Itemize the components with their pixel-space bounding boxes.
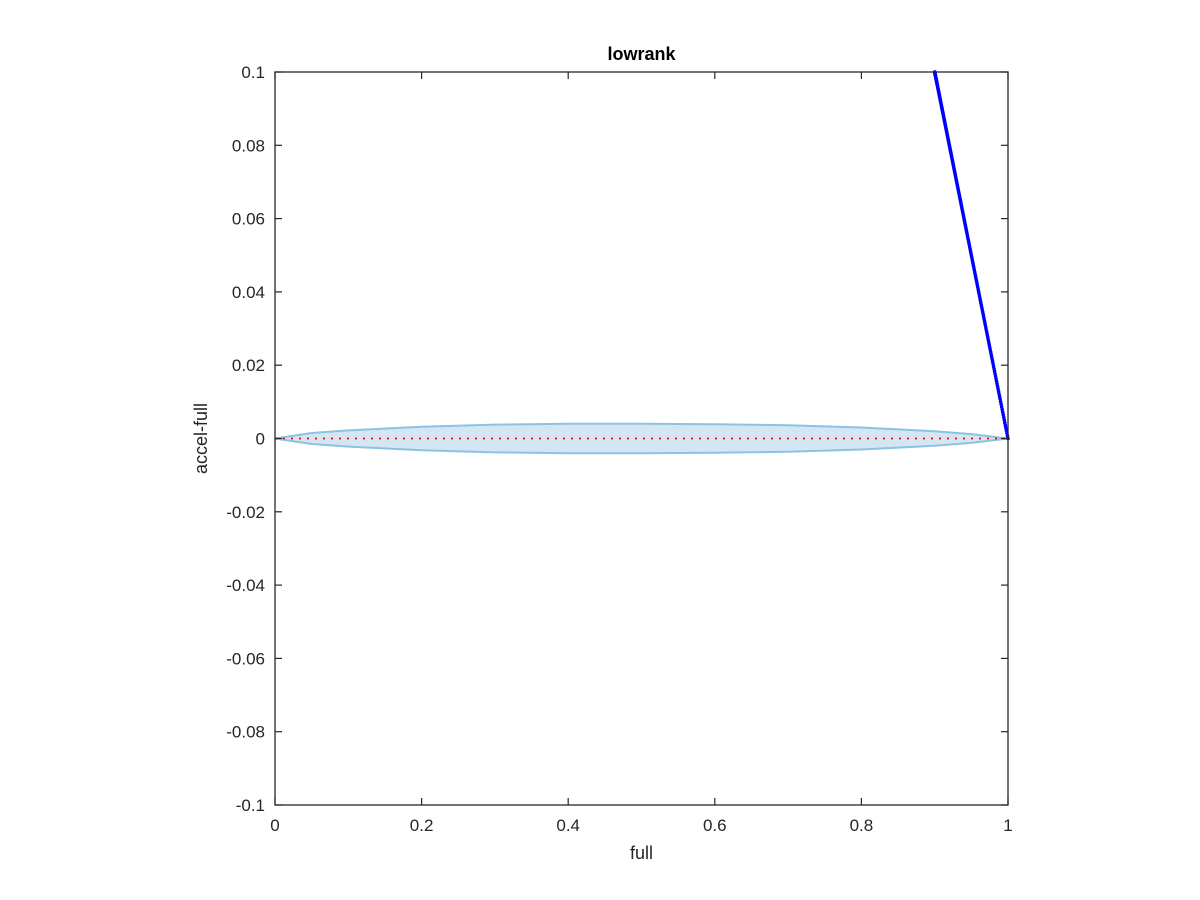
x-tick-label: 1 [1003,816,1012,835]
scatter-points [932,70,1010,441]
y-tick-label: -0.08 [226,723,265,742]
x-tick-label: 0.2 [410,816,434,835]
y-tick-label: 0.1 [241,63,265,82]
x-tick-label: 0.4 [556,816,580,835]
y-tick-label: 0.04 [232,283,265,302]
y-tick-label: -0.06 [226,649,265,668]
x-axis-label: full [630,843,653,863]
chart-title: lowrank [607,44,676,64]
y-tick-labels: 0.1 0.08 0.06 0.04 0.02 0 -0.02 -0.04 -0.06 -0.08… [226,63,265,815]
y-tick-label: -0.02 [226,503,265,522]
x-tick-label: 0.6 [703,816,727,835]
x-tick-label: 0.8 [850,816,874,835]
y-tick-label: 0.02 [232,356,265,375]
x-tick-label: 0 [270,816,279,835]
y-tick-label: -0.1 [236,796,265,815]
y-tick-label: 0.08 [232,136,265,155]
axis-ticks [274,71,1009,806]
x-tick-labels: 0 0.2 0.4 0.6 0.8 1 [270,816,1012,835]
y-tick-label: 0 [256,430,265,449]
y-tick-label: -0.04 [226,576,265,595]
y-tick-label: 0.06 [232,210,265,229]
y-axis-label: accel-full [191,403,211,474]
